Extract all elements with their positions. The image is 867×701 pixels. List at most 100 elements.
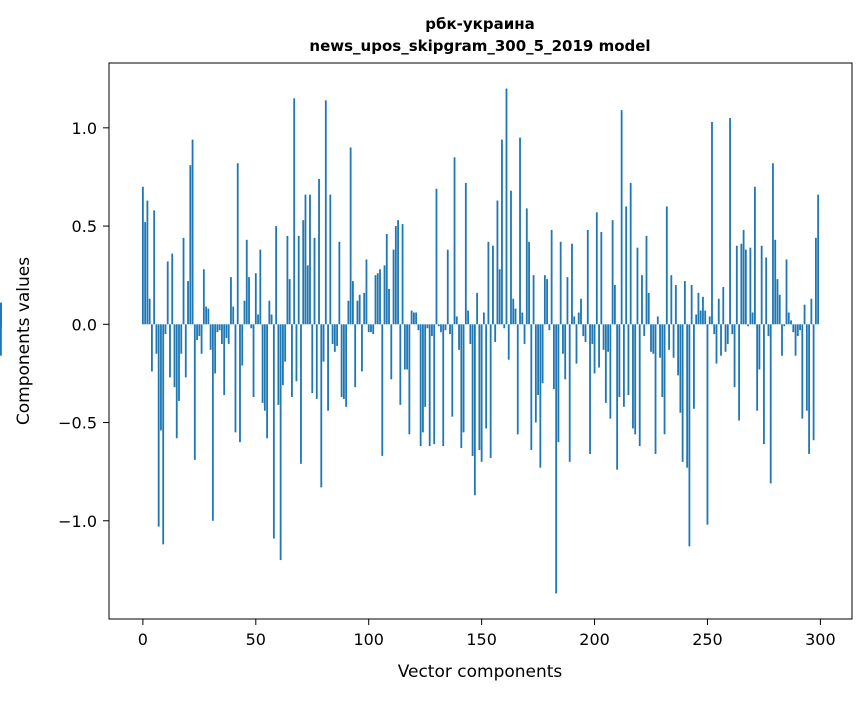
bar [568, 324, 571, 462]
bar [189, 165, 192, 325]
bar [329, 194, 332, 325]
bar [376, 273, 379, 325]
bar [173, 324, 176, 388]
bar [738, 324, 740, 421]
bar [288, 279, 291, 325]
x-tick-label: 300 [805, 630, 836, 649]
bar [781, 324, 783, 356]
bar [516, 324, 519, 435]
bar [510, 190, 512, 325]
bar [713, 324, 716, 335]
bar [577, 312, 580, 325]
bar [559, 241, 562, 325]
bar [300, 324, 302, 464]
bar [148, 298, 151, 325]
bar [808, 324, 810, 454]
bar [281, 324, 284, 386]
bar [645, 235, 648, 325]
bar [695, 314, 698, 325]
bar [410, 310, 413, 325]
bar [394, 226, 397, 325]
bar [699, 310, 702, 325]
bar [476, 292, 479, 325]
bar [309, 194, 311, 325]
y-axis-ticks: −1.0 −0.5 0.0 0.5 1.0 [58, 119, 109, 531]
bar [471, 324, 474, 456]
y-tick-label: −0.5 [58, 414, 97, 433]
chart-title: рбк-украина [425, 15, 534, 33]
bar [641, 275, 643, 325]
bar [507, 324, 510, 360]
bar [327, 324, 329, 411]
bar [598, 324, 600, 368]
bar [697, 292, 700, 325]
bar [320, 324, 323, 488]
x-tick-label: 0 [138, 630, 148, 649]
bar [672, 324, 675, 358]
bar [469, 324, 472, 344]
bar [591, 324, 594, 344]
bar [794, 324, 797, 356]
bar [571, 243, 573, 325]
bars-layer [0, 88, 820, 594]
bar [609, 324, 612, 419]
bar [209, 324, 212, 350]
bar [514, 308, 517, 325]
y-tick-label: 0.0 [72, 315, 97, 334]
bar [442, 324, 445, 447]
bar [643, 324, 646, 337]
bar [428, 324, 431, 447]
bar [803, 304, 806, 325]
bar [767, 324, 770, 337]
bar [227, 324, 230, 344]
bar [193, 324, 196, 460]
bar [817, 194, 820, 325]
bar [525, 208, 528, 325]
bar [422, 324, 424, 433]
bar [211, 324, 214, 521]
bar [686, 324, 689, 468]
bar [286, 235, 289, 325]
bar [668, 324, 670, 350]
bar [731, 324, 734, 335]
bar [291, 324, 293, 397]
bar [187, 281, 189, 325]
bar [792, 324, 795, 333]
bar [390, 324, 393, 380]
bar [277, 324, 280, 405]
bar [548, 324, 551, 331]
bar [496, 200, 499, 325]
bar [711, 121, 713, 325]
bar [778, 294, 781, 325]
bar [302, 220, 305, 325]
bar [595, 212, 598, 325]
bar [313, 237, 316, 325]
bar [747, 324, 750, 327]
bar [607, 324, 609, 352]
bar [742, 230, 745, 325]
bar [593, 324, 596, 374]
bar [740, 243, 743, 325]
bar [765, 257, 768, 325]
bar [623, 324, 625, 407]
bar [632, 324, 634, 429]
bar [275, 226, 278, 325]
bar [537, 324, 539, 396]
bar [435, 188, 438, 325]
bar [812, 324, 815, 441]
bar [541, 324, 544, 384]
bar [763, 324, 765, 445]
bar [482, 312, 485, 325]
bar [460, 324, 463, 449]
bar [613, 285, 616, 325]
bar [539, 324, 542, 468]
bar [157, 324, 160, 527]
bar [324, 100, 327, 325]
bar [557, 324, 560, 443]
bar [444, 324, 447, 331]
bar [406, 324, 409, 370]
bar [492, 245, 494, 325]
bar [756, 324, 759, 411]
bar [254, 273, 257, 325]
